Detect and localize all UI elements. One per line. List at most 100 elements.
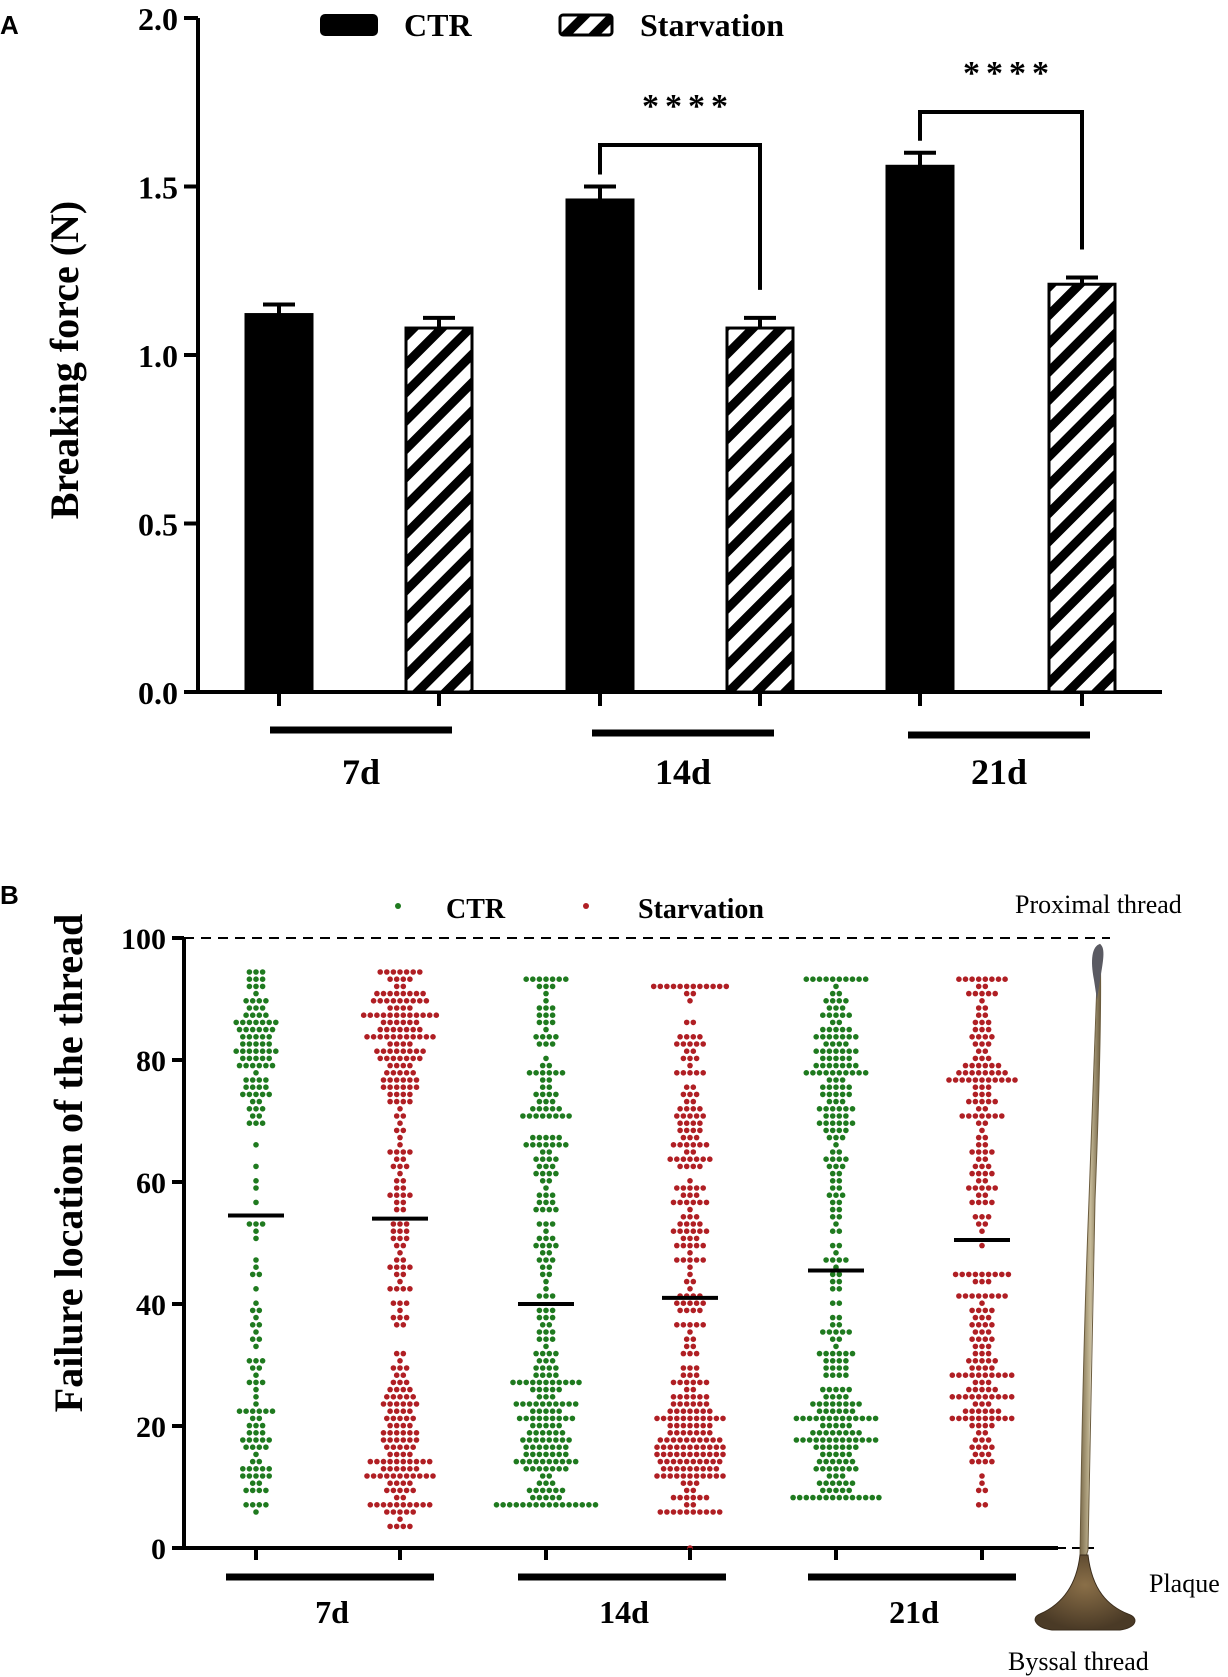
panel-b-data-point	[243, 1062, 249, 1069]
panel-b-data-point	[859, 1437, 866, 1443]
panel-b-data-point	[536, 1257, 543, 1263]
panel-b-data-point	[549, 1314, 556, 1321]
panel-b-data-point	[400, 1199, 407, 1206]
panel-b-data-point	[393, 1127, 400, 1134]
panel-b-data-point	[972, 1271, 979, 1278]
panel-b-data-point	[693, 1300, 700, 1306]
panel-b-data-point	[826, 1091, 833, 1098]
panel-b-data-point	[810, 1494, 816, 1501]
panel-b-data-point	[387, 1062, 393, 1069]
panel-b-data-point	[390, 1221, 397, 1227]
panel-b-data-point	[820, 1487, 826, 1494]
panel-b-data-point	[846, 1451, 852, 1458]
panel-b-data-point	[975, 976, 982, 982]
panel-b-data-point	[549, 1221, 556, 1227]
panel-b-data-point	[989, 1372, 995, 1378]
panel-b-data-point	[979, 1451, 985, 1458]
panel-b-data-point	[556, 1451, 562, 1458]
panel-b-data-point	[683, 1394, 690, 1400]
panel-b-data-point	[397, 1444, 403, 1450]
panel-b-data-point	[657, 1458, 664, 1465]
panel-b-data-point	[240, 1019, 246, 1026]
panel-b-data-point	[836, 1494, 843, 1501]
panel-b-y-tick-label: 0	[151, 1533, 166, 1566]
panel-b-data-point	[667, 1415, 673, 1422]
panel-b-data-point	[956, 1070, 962, 1076]
panel-b-data-point	[403, 1314, 410, 1321]
panel-b-data-point	[820, 1329, 826, 1335]
panel-b-data-point	[697, 1106, 703, 1112]
panel-b-data-point	[966, 1358, 972, 1364]
panel-b-data-point	[690, 1437, 697, 1443]
panel-b-data-point	[249, 1113, 256, 1119]
panel-b-data-point	[985, 1271, 992, 1278]
panel-b-data-point	[393, 1430, 400, 1436]
panel-b-data-point	[700, 1430, 706, 1436]
panel-b-data-point	[687, 1466, 693, 1472]
panel-b-data-point	[546, 1458, 553, 1465]
panel-b-data-point	[966, 1098, 972, 1105]
panel-b-data-point	[393, 1401, 400, 1407]
panel-b-data-point	[972, 1214, 979, 1220]
panel-b-data-point	[397, 1228, 403, 1234]
panel-b-data-point	[846, 1437, 852, 1443]
panel-b-data-point	[393, 1372, 400, 1378]
panel-b-data-point	[979, 1343, 985, 1350]
panel-b-data-point	[982, 1192, 989, 1198]
panel-b-data-point	[720, 1415, 726, 1422]
panel-b-data-point	[700, 1422, 706, 1429]
panel-b-data-point	[243, 1408, 249, 1414]
panel-b-data-point	[989, 1293, 995, 1299]
legend-ctr-dot	[395, 903, 401, 909]
panel-b-data-point	[397, 1235, 403, 1242]
panel-b-data-point	[687, 1422, 693, 1429]
panel-b-data-point	[259, 1358, 266, 1364]
panel-b-data-point	[999, 1077, 1005, 1083]
panel-b-data-point	[683, 1343, 690, 1350]
panel-b-data-point	[690, 990, 697, 997]
panel-b-data-point	[975, 1192, 982, 1198]
panel-b-data-point	[829, 1257, 836, 1263]
panel-b-data-point	[539, 1458, 546, 1465]
panel-b-data-point	[992, 1098, 998, 1105]
panel-b-data-point	[979, 1401, 985, 1407]
panel-b-data-point	[697, 1228, 703, 1234]
panel-b-data-point	[839, 1026, 846, 1033]
panel-b-data-point	[253, 1437, 259, 1443]
panel-b-data-point	[530, 1386, 536, 1393]
panel-b-data-point	[975, 1034, 982, 1040]
panel-b-data-point	[387, 976, 393, 982]
panel-b-data-point	[523, 1451, 529, 1458]
panel-b-data-point	[413, 1437, 420, 1443]
panel-b-data-point	[693, 1134, 700, 1141]
panel-b-data-point	[823, 1350, 829, 1357]
panel-b-data-point	[526, 1502, 533, 1508]
panel-b-data-point	[982, 1415, 989, 1422]
panel-b-data-point	[690, 1106, 697, 1112]
panel-b-data-point	[249, 1487, 256, 1494]
panel-b-data-point	[393, 1005, 400, 1011]
panel-b-data-point	[982, 1134, 989, 1141]
panel-b-data-point	[256, 1271, 263, 1278]
panel-b-data-point	[677, 1437, 683, 1443]
panel-b-data-point	[836, 990, 843, 997]
panel-b-data-point	[687, 1214, 693, 1220]
panel-b-data-point	[263, 1062, 269, 1069]
panel-b-data-point	[397, 1221, 403, 1227]
panel-b-data-point	[566, 1458, 572, 1465]
panel-b-data-point	[966, 1113, 972, 1119]
panel-b-data-point	[546, 1113, 553, 1119]
panel-b-data-point	[820, 1084, 826, 1090]
panel-b-data-point	[674, 1451, 680, 1458]
panel-b-data-point	[249, 1365, 256, 1371]
panel-b-data-point	[397, 1170, 403, 1177]
panel-b-data-point	[393, 1408, 400, 1414]
panel-b-data-point	[586, 1502, 592, 1508]
panel-b-data-point	[820, 1386, 826, 1393]
panel-b-data-point	[546, 1242, 553, 1249]
panel-b-data-point	[823, 1401, 829, 1407]
panel-b-data-point	[266, 1473, 273, 1479]
panel-b-data-point	[253, 1106, 259, 1112]
panel-b-data-point	[849, 1494, 856, 1501]
panel-b-data-point	[1005, 1077, 1012, 1083]
